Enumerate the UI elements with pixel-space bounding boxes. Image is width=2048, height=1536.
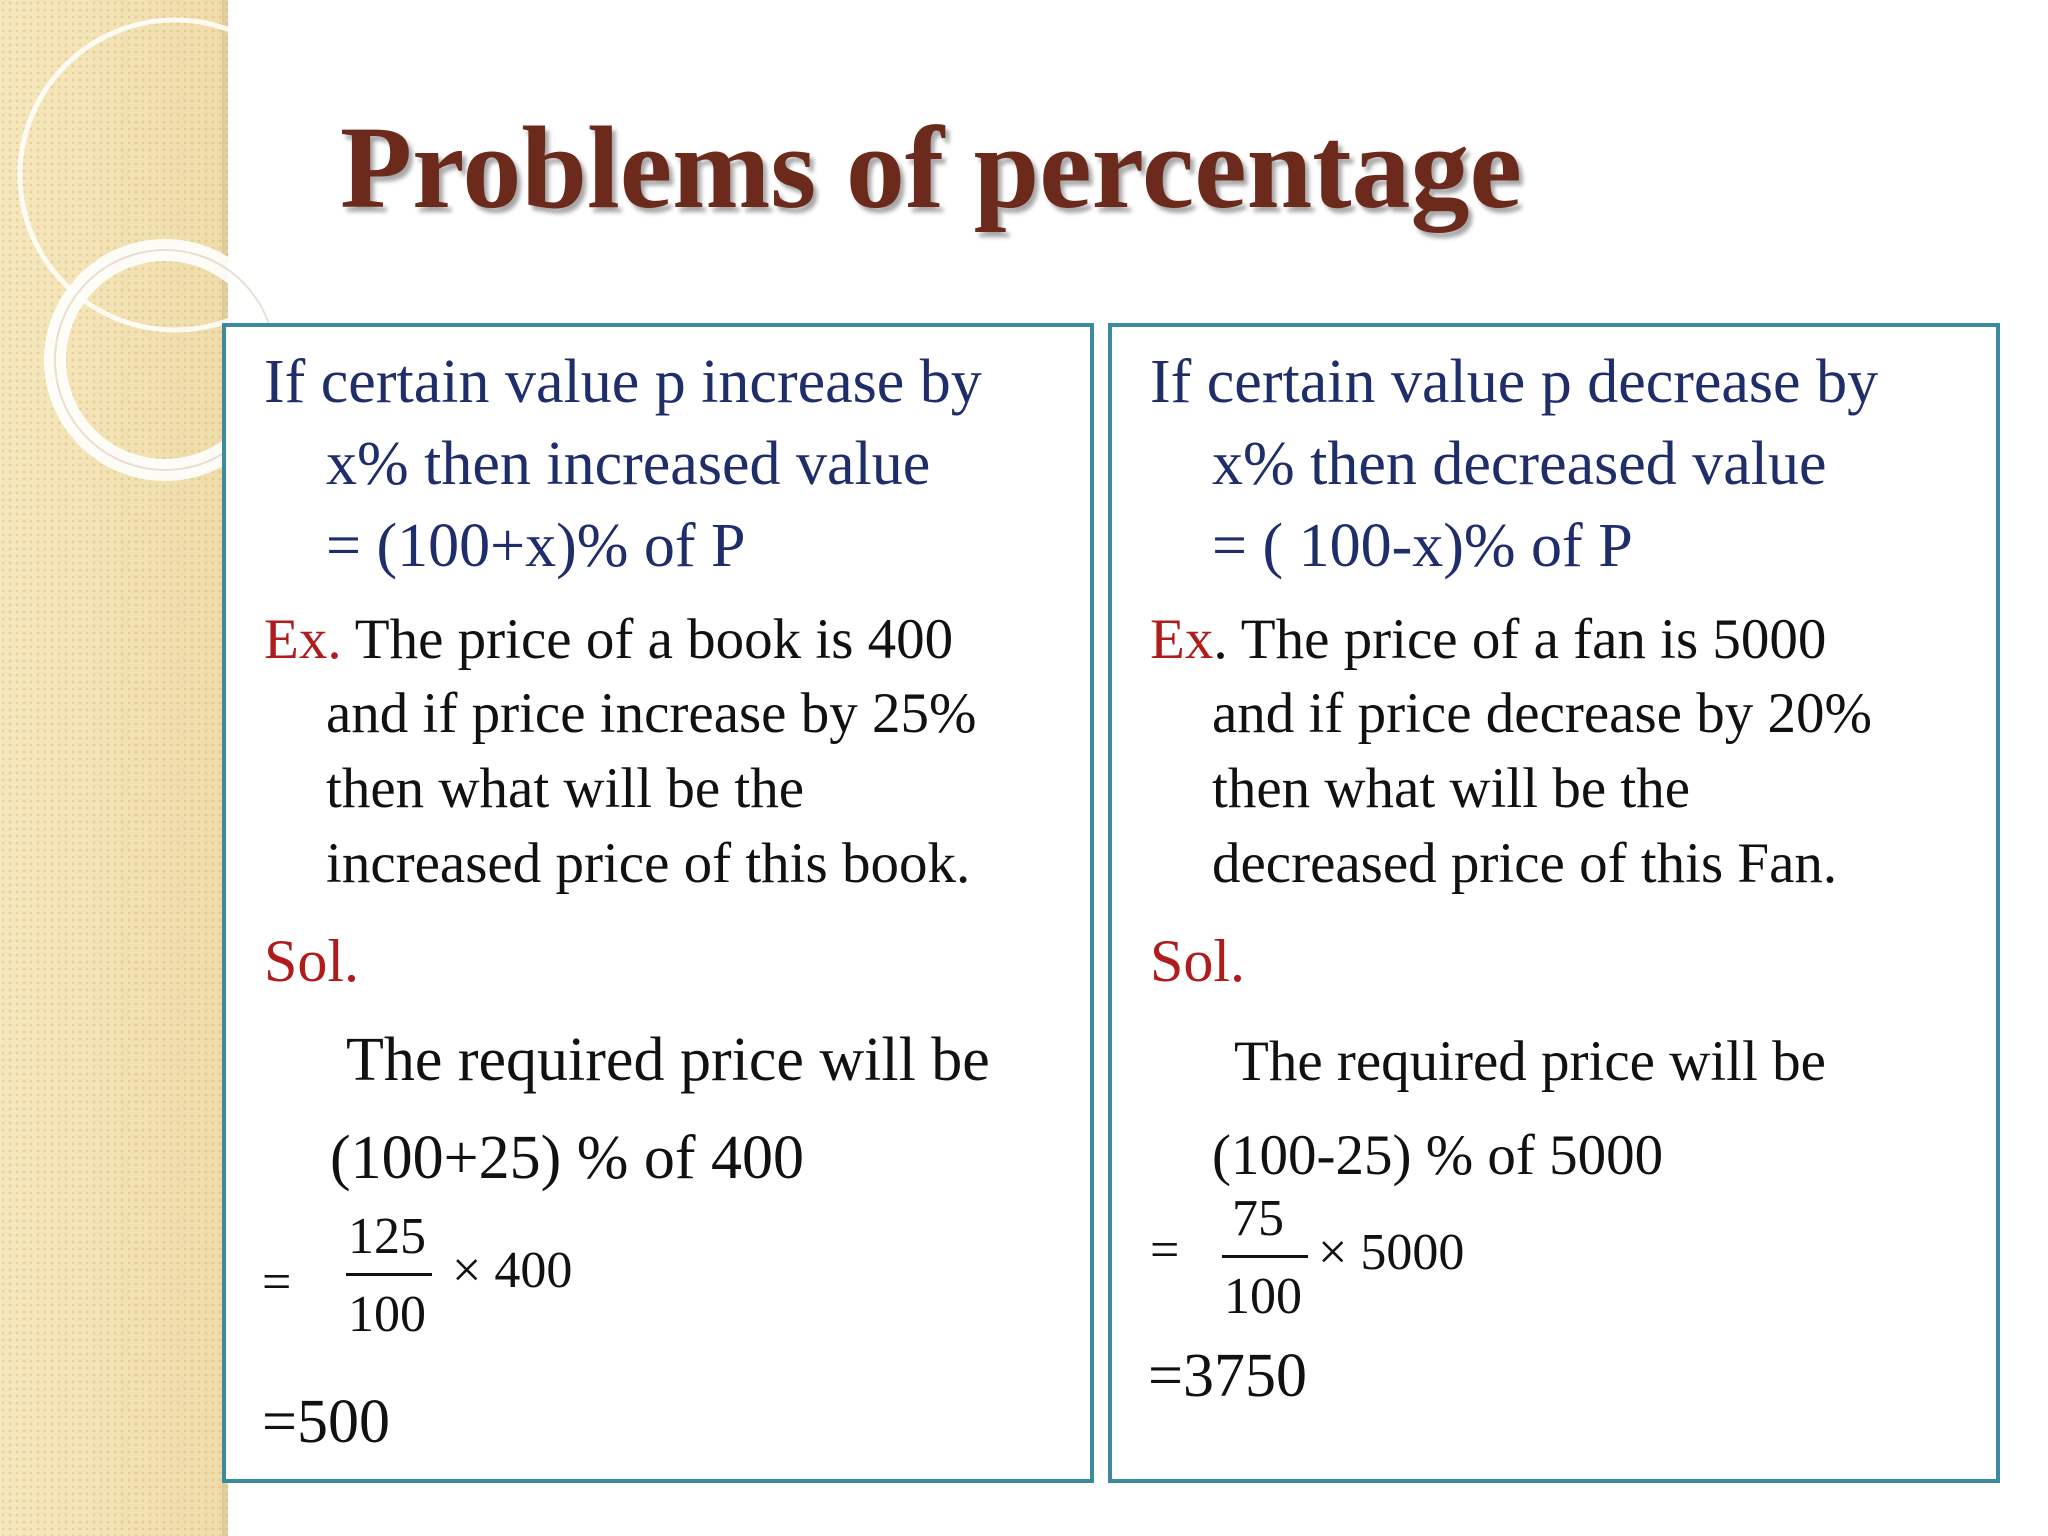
example-line-4: increased price of this book. xyxy=(326,832,971,895)
rule-line-1: If certain value p decrease by xyxy=(1150,348,1879,416)
fraction-bar xyxy=(346,1273,432,1276)
rule-line-2: x% then increased value xyxy=(326,430,931,498)
decrease-panel: If certain value p decrease by x% then d… xyxy=(1108,323,2000,1483)
example-line-2: and if price decrease by 20% xyxy=(1212,682,1872,745)
required-text: The required price will be xyxy=(346,1026,990,1094)
required-text: The required price will be xyxy=(1234,1030,1826,1093)
example-line-3: then what will be the xyxy=(326,757,805,820)
multiplier: × 400 xyxy=(452,1242,573,1299)
page-title: Problems of percentage xyxy=(340,102,1522,233)
fraction-denominator: 100 xyxy=(1224,1268,1302,1325)
expression: (100+25) % of 400 xyxy=(330,1124,805,1192)
example-line-4: decreased price of this Fan. xyxy=(1212,832,1838,895)
increase-panel: If certain value p increase by x% then i… xyxy=(222,323,1094,1483)
fraction-bar xyxy=(1222,1255,1308,1258)
fraction-numerator: 125 xyxy=(348,1208,426,1265)
example-text: . The price of a fan is 5000 xyxy=(1213,608,1827,671)
rule-line-1: If certain value p increase by xyxy=(264,348,982,416)
example-label: Ex xyxy=(1150,608,1214,671)
equals-sign: = xyxy=(1150,1222,1180,1279)
expression: (100-25) % of 5000 xyxy=(1212,1124,1664,1187)
solution-label: Sol. xyxy=(264,928,360,994)
rule-line-2: x% then decreased value xyxy=(1212,430,1827,498)
example-line-1: Ex. The price of a fan is 5000 xyxy=(1150,611,1826,668)
example-label: Ex. xyxy=(264,608,342,671)
fraction-denominator: 100 xyxy=(348,1286,426,1343)
result: =3750 xyxy=(1148,1342,1307,1410)
solution-label: Sol. xyxy=(1150,928,1246,994)
fraction-numerator: 75 xyxy=(1232,1190,1284,1247)
result: =500 xyxy=(262,1388,390,1456)
example-text: The price of a book is 400 xyxy=(341,608,954,671)
equals-sign: = xyxy=(262,1254,292,1311)
example-line-1: Ex. The price of a book is 400 xyxy=(264,611,953,668)
rule-line-3: = (100+x)% of P xyxy=(326,512,746,580)
multiplier: × 5000 xyxy=(1318,1224,1465,1281)
example-line-3: then what will be the xyxy=(1212,757,1691,820)
example-line-2: and if price increase by 25% xyxy=(326,682,977,745)
rule-line-3: = ( 100-x)% of P xyxy=(1212,512,1633,580)
